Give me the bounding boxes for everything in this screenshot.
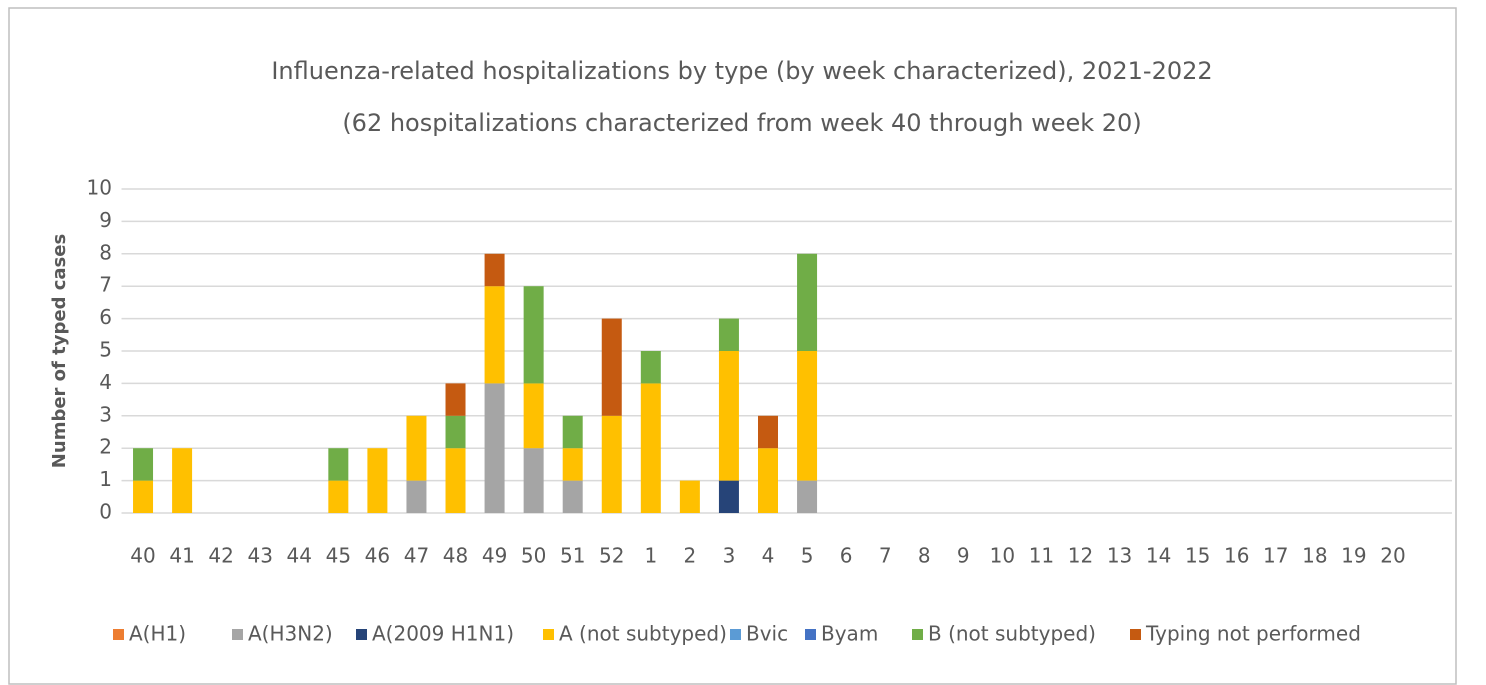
bar-segment (601, 318, 622, 416)
x-tick-label: 47 (404, 544, 429, 568)
legend-label: A(H1) (129, 622, 186, 646)
bar-segment (445, 415, 466, 449)
bar-segment (484, 383, 505, 513)
y-tick-label: 2 (99, 435, 112, 459)
legend-label: A (not subtyped) (559, 622, 727, 646)
legend-swatch (730, 629, 741, 640)
x-tick-label: 15 (1185, 544, 1210, 568)
x-tick-label: 17 (1263, 544, 1288, 568)
legend-swatch (805, 629, 816, 640)
bar-segment (484, 286, 505, 384)
chart-title: Influenza-related hospitalizations by ty… (271, 57, 1212, 85)
x-tick-label: 7 (879, 544, 892, 568)
x-tick-label: 10 (990, 544, 1015, 568)
x-tick-label: 40 (130, 544, 155, 568)
x-tick-label: 9 (957, 544, 970, 568)
y-tick-label: 10 (87, 176, 112, 200)
bar-segment (797, 480, 818, 513)
bar-segment (797, 253, 818, 351)
bar-segment (562, 415, 583, 449)
bar-segment (172, 448, 193, 513)
bar-segment (133, 448, 154, 481)
y-tick-label: 1 (99, 467, 112, 491)
chart-subtitle: (62 hospitalizations characterized from … (342, 109, 1141, 137)
y-tick-label: 9 (99, 208, 112, 232)
legend-label: A(H3N2) (248, 622, 333, 646)
legend-label: B (not subtyped) (928, 622, 1096, 646)
x-tick-label: 4 (762, 544, 775, 568)
x-tick-label: 51 (560, 544, 585, 568)
x-tick-label: 19 (1341, 544, 1366, 568)
bar-segment (562, 448, 583, 481)
bar-segment (640, 351, 661, 384)
x-tick-label: 2 (684, 544, 697, 568)
y-tick-label: 7 (99, 273, 112, 297)
bar-segment (601, 415, 622, 513)
bar-segment (406, 480, 427, 513)
x-tick-label: 42 (208, 544, 233, 568)
bar-segment (445, 448, 466, 513)
bar-segment (640, 383, 661, 513)
x-tick-label: 50 (521, 544, 546, 568)
x-tick-label: 5 (801, 544, 814, 568)
legend-label: Typing not performed (1145, 622, 1361, 646)
legend-label: Bvic (746, 622, 788, 646)
x-tick-label: 14 (1146, 544, 1171, 568)
x-tick-label: 52 (599, 544, 624, 568)
legend-swatch (113, 629, 124, 640)
y-tick-label: 5 (99, 338, 112, 362)
chart-border (8, 7, 1457, 685)
x-tick-label: 12 (1068, 544, 1093, 568)
x-tick-label: 18 (1302, 544, 1327, 568)
bar-segment (797, 351, 818, 481)
bar-segment (523, 383, 544, 449)
bar-segment (758, 448, 778, 513)
bar-segment (406, 415, 427, 481)
x-tick-label: 48 (443, 544, 468, 568)
bar-segment (133, 480, 154, 513)
legend-label: A(2009 H1N1) (372, 622, 514, 646)
bar-segment (523, 286, 544, 384)
x-tick-label: 41 (169, 544, 194, 568)
legend-label: Byam (821, 622, 878, 646)
y-tick-label: 3 (99, 402, 112, 426)
bar-segment (718, 351, 739, 481)
bar-segment (562, 480, 583, 513)
x-tick-label: 49 (482, 544, 507, 568)
legend-swatch (356, 629, 367, 640)
x-tick-label: 6 (840, 544, 853, 568)
x-tick-label: 16 (1224, 544, 1249, 568)
legend-swatch (1130, 629, 1141, 640)
y-tick-label: 4 (99, 370, 112, 394)
bar-segment (328, 480, 349, 513)
x-tick-label: 11 (1029, 544, 1054, 568)
x-tick-label: 3 (723, 544, 736, 568)
y-axis-label: Number of typed cases (49, 234, 70, 468)
bar-segment (367, 448, 388, 513)
y-tick-label: 6 (99, 305, 112, 329)
x-tick-label: 13 (1107, 544, 1132, 568)
legend-swatch (232, 629, 243, 640)
bar-segment (679, 480, 700, 513)
x-tick-label: 8 (918, 544, 931, 568)
bar-segment (718, 318, 739, 351)
x-tick-label: 1 (644, 544, 657, 568)
legend-swatch (543, 629, 554, 640)
bar-segment (445, 383, 466, 416)
bar-segment (758, 415, 778, 449)
x-tick-label: 46 (365, 544, 390, 568)
legend-swatch (912, 629, 923, 640)
y-tick-label: 8 (99, 240, 112, 264)
x-tick-label: 44 (287, 544, 312, 568)
bar-segment (718, 480, 739, 513)
x-tick-label: 43 (247, 544, 272, 568)
y-tick-label: 0 (99, 500, 112, 524)
bar-segment (523, 448, 544, 513)
bar-segment (328, 448, 349, 481)
x-tick-label: 20 (1380, 544, 1405, 568)
x-tick-label: 45 (326, 544, 351, 568)
bar-segment (484, 253, 505, 287)
